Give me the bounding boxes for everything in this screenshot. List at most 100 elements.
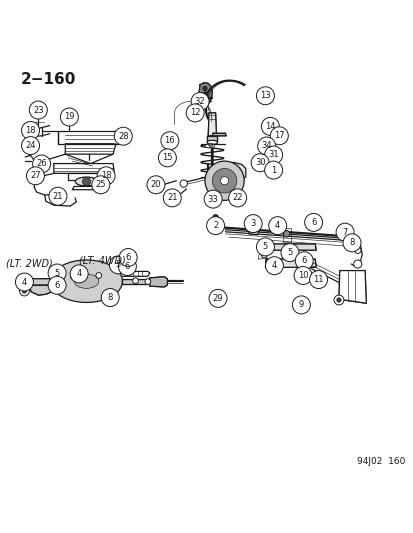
Text: 30: 30: [254, 158, 265, 167]
Circle shape: [293, 266, 311, 285]
Circle shape: [180, 180, 187, 187]
Circle shape: [264, 161, 282, 179]
Polygon shape: [28, 285, 54, 295]
Text: 25: 25: [95, 180, 106, 189]
Circle shape: [60, 108, 78, 126]
Circle shape: [201, 93, 208, 99]
Text: 4: 4: [274, 221, 280, 230]
Circle shape: [202, 86, 206, 91]
Polygon shape: [150, 277, 167, 287]
Circle shape: [288, 252, 294, 258]
Circle shape: [33, 155, 50, 173]
Circle shape: [48, 264, 66, 282]
Text: 13: 13: [259, 91, 270, 100]
Circle shape: [147, 176, 164, 194]
Circle shape: [49, 187, 67, 205]
Text: 2−160: 2−160: [21, 72, 76, 87]
Polygon shape: [338, 271, 366, 303]
Text: 16: 16: [164, 136, 175, 145]
Circle shape: [19, 286, 29, 296]
Text: 24: 24: [25, 141, 36, 150]
Text: 10: 10: [297, 271, 308, 280]
Circle shape: [119, 248, 137, 266]
Text: 3: 3: [250, 219, 255, 228]
Text: 8: 8: [107, 293, 113, 302]
Text: 21: 21: [166, 193, 177, 203]
Circle shape: [163, 189, 181, 207]
Text: 11: 11: [313, 275, 323, 284]
Text: 34: 34: [261, 141, 271, 150]
Circle shape: [70, 265, 88, 283]
Text: 19: 19: [64, 112, 74, 122]
Circle shape: [158, 149, 176, 167]
Circle shape: [251, 154, 268, 172]
Polygon shape: [265, 244, 315, 250]
Circle shape: [21, 136, 40, 155]
Text: 6: 6: [54, 281, 59, 290]
Circle shape: [251, 225, 257, 232]
Text: 6: 6: [125, 253, 131, 262]
Circle shape: [265, 257, 283, 274]
Polygon shape: [199, 83, 212, 104]
Circle shape: [244, 215, 261, 232]
Circle shape: [270, 127, 287, 145]
Text: 18: 18: [25, 126, 36, 135]
Circle shape: [161, 153, 168, 159]
Circle shape: [220, 176, 228, 185]
Circle shape: [105, 293, 115, 302]
Polygon shape: [207, 136, 217, 141]
Polygon shape: [249, 224, 259, 235]
Text: 1: 1: [271, 166, 275, 175]
Text: 22: 22: [232, 193, 242, 203]
Polygon shape: [212, 133, 225, 136]
Circle shape: [118, 257, 136, 276]
Circle shape: [161, 132, 178, 150]
Text: (LT. 2WD): (LT. 2WD): [6, 258, 52, 268]
Text: 5: 5: [287, 248, 292, 257]
Circle shape: [283, 231, 289, 237]
Circle shape: [20, 278, 28, 286]
Text: 5: 5: [55, 269, 59, 278]
Circle shape: [109, 256, 127, 274]
Text: 23: 23: [33, 106, 43, 115]
Circle shape: [204, 190, 222, 208]
Polygon shape: [122, 280, 150, 285]
Text: 21: 21: [52, 192, 63, 201]
Circle shape: [101, 288, 119, 306]
Circle shape: [264, 146, 282, 164]
Text: 2: 2: [212, 221, 218, 230]
Circle shape: [212, 215, 218, 220]
Text: 12: 12: [190, 108, 200, 117]
Circle shape: [336, 298, 340, 302]
Circle shape: [114, 127, 132, 145]
Text: 28: 28: [118, 132, 128, 141]
Circle shape: [92, 176, 109, 194]
Text: (LT. 4WD): (LT. 4WD): [78, 256, 125, 266]
Circle shape: [294, 252, 313, 270]
Circle shape: [70, 274, 76, 280]
Text: 20: 20: [150, 180, 161, 189]
Circle shape: [261, 117, 279, 135]
Text: 29: 29: [212, 294, 223, 303]
Polygon shape: [208, 113, 216, 136]
Text: 7: 7: [342, 228, 347, 237]
Text: 26: 26: [36, 159, 47, 168]
Text: 6: 6: [301, 256, 306, 265]
Circle shape: [206, 217, 224, 235]
Circle shape: [280, 244, 298, 262]
Circle shape: [21, 122, 40, 140]
Text: 5: 5: [262, 243, 267, 252]
Circle shape: [257, 137, 275, 155]
Circle shape: [261, 252, 266, 258]
Circle shape: [256, 238, 274, 256]
Circle shape: [212, 168, 236, 193]
Circle shape: [97, 167, 115, 185]
Text: 15: 15: [162, 154, 172, 163]
Ellipse shape: [206, 140, 217, 144]
Circle shape: [256, 87, 274, 105]
Circle shape: [353, 260, 361, 268]
Circle shape: [154, 183, 162, 190]
Circle shape: [228, 189, 246, 207]
Ellipse shape: [204, 144, 214, 148]
Text: 8: 8: [349, 238, 354, 247]
